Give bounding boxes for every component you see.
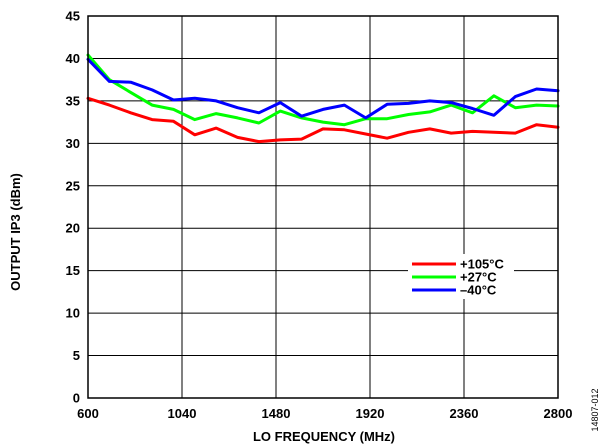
y-tick-label: 20 xyxy=(66,221,80,236)
x-tick-label: 2800 xyxy=(544,406,573,421)
y-tick-label: 45 xyxy=(66,9,80,24)
series-lines xyxy=(86,53,560,144)
y-tick-label: 35 xyxy=(66,93,80,108)
y-tick-label: 25 xyxy=(66,178,80,193)
plot-frame xyxy=(87,15,559,399)
legend: +105°C+27°C–40°C xyxy=(408,254,514,299)
y-tick-label: 40 xyxy=(66,51,80,66)
legend-label-2: –40°C xyxy=(460,283,497,298)
tick-labels: 0 5 10 15 20 25 30 35 40 45 600 1040 1480 1920 2360 280… xyxy=(66,9,573,422)
y-tick-label: 15 xyxy=(66,263,80,278)
x-axis-title: LO FREQUENCY (MHz) xyxy=(253,429,395,444)
x-tick-label: 600 xyxy=(77,406,99,421)
series-line-1 xyxy=(86,53,560,127)
series-line-2 xyxy=(86,57,560,120)
series-line-0 xyxy=(86,96,560,144)
y-tick-label: 30 xyxy=(66,136,80,151)
x-tick-label: 1920 xyxy=(356,406,385,421)
y-tick-label: 5 xyxy=(73,348,80,363)
x-tick-label: 1040 xyxy=(168,406,197,421)
legend-label-0: +105°C xyxy=(460,257,504,272)
grid xyxy=(87,15,559,399)
y-tick-label: 0 xyxy=(73,391,80,406)
y-axis-title: OUTPUT IP3 (dBm) xyxy=(8,173,23,291)
legend-label-1: +27°C xyxy=(460,270,497,285)
y-tick-label: 10 xyxy=(66,306,80,321)
x-tick-label: 1480 xyxy=(262,406,291,421)
figure-id: 14807-012 xyxy=(590,388,600,431)
x-tick-label: 2360 xyxy=(450,406,479,421)
